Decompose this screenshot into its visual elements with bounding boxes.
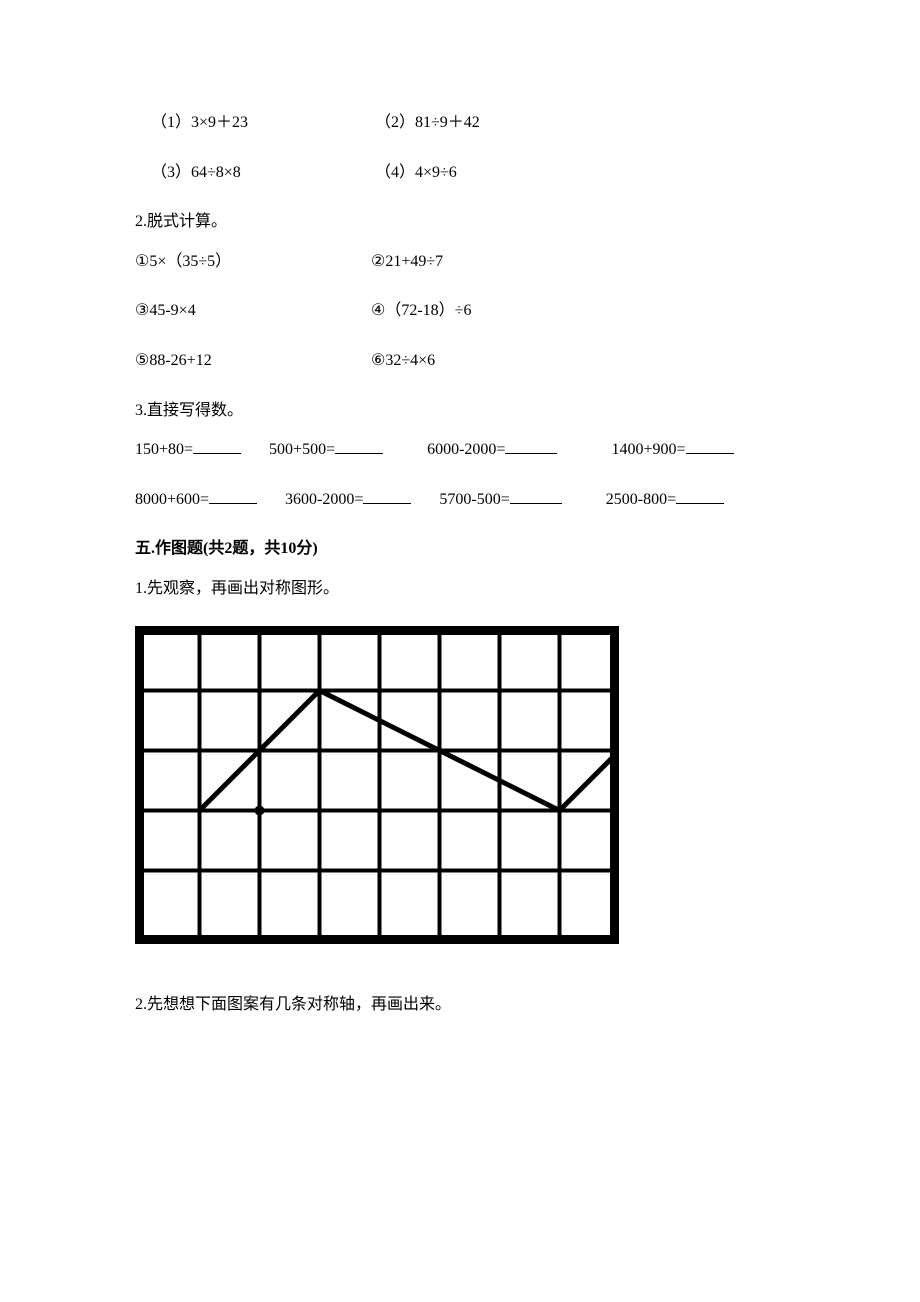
symmetry-grid-figure bbox=[135, 626, 785, 953]
fill-row-1: 150+80= 500+500= 6000-2000= 1400+900= bbox=[135, 437, 785, 463]
f1a: 150+80= bbox=[135, 441, 193, 458]
f1b: 500+500= bbox=[269, 441, 335, 458]
expr-2-right: （4）4×9÷6 bbox=[375, 160, 457, 186]
draw-q1-title: 1.先观察，再画出对称图形。 bbox=[135, 576, 785, 602]
expr-2-left: （3）64÷8×8 bbox=[151, 160, 371, 186]
f2b: 3600-2000= bbox=[285, 491, 363, 508]
blank[interactable] bbox=[335, 438, 383, 454]
expr-1-left: （1）3×9＋23 bbox=[151, 110, 371, 136]
f2a: 8000+600= bbox=[135, 491, 209, 508]
blank[interactable] bbox=[686, 438, 734, 454]
expr-3-right: ②21+49÷7 bbox=[371, 249, 443, 275]
expr-row-4: ③45-9×4 ④（72-18）÷6 bbox=[135, 298, 785, 324]
blank[interactable] bbox=[193, 438, 241, 454]
blank[interactable] bbox=[505, 438, 557, 454]
fill-row-2: 8000+600= 3600-2000= 5700-500= 2500-800= bbox=[135, 487, 785, 513]
expr-row-1: （1）3×9＋23 （2）81÷9＋42 bbox=[135, 110, 785, 136]
grid-svg bbox=[135, 626, 619, 944]
expr-1-right: （2）81÷9＋42 bbox=[375, 110, 480, 136]
expr-3-left: ①5×（35÷5） bbox=[135, 249, 367, 275]
f1c: 6000-2000= bbox=[427, 441, 505, 458]
q3-title: 3.直接写得数。 bbox=[135, 398, 785, 424]
expr-5-left: ⑤88-26+12 bbox=[135, 348, 367, 374]
expr-5-right: ⑥32÷4×6 bbox=[371, 348, 435, 374]
q2-title: 2.脱式计算。 bbox=[135, 209, 785, 235]
blank[interactable] bbox=[209, 488, 257, 504]
blank[interactable] bbox=[510, 488, 562, 504]
draw-q2-title: 2.先想想下面图案有几条对称轴，再画出来。 bbox=[135, 992, 785, 1018]
blank[interactable] bbox=[676, 488, 724, 504]
expr-4-left: ③45-9×4 bbox=[135, 298, 367, 324]
expr-row-2: （3）64÷8×8 （4）4×9÷6 bbox=[135, 160, 785, 186]
expr-4-right: ④（72-18）÷6 bbox=[371, 298, 471, 324]
expr-row-5: ⑤88-26+12 ⑥32÷4×6 bbox=[135, 348, 785, 374]
section-5-title: 五.作图题(共2题，共10分) bbox=[135, 536, 785, 562]
f2c: 5700-500= bbox=[439, 491, 509, 508]
f2d: 2500-800= bbox=[606, 491, 676, 508]
f1d: 1400+900= bbox=[611, 441, 685, 458]
expr-row-3: ①5×（35÷5） ②21+49÷7 bbox=[135, 249, 785, 275]
blank[interactable] bbox=[363, 488, 411, 504]
